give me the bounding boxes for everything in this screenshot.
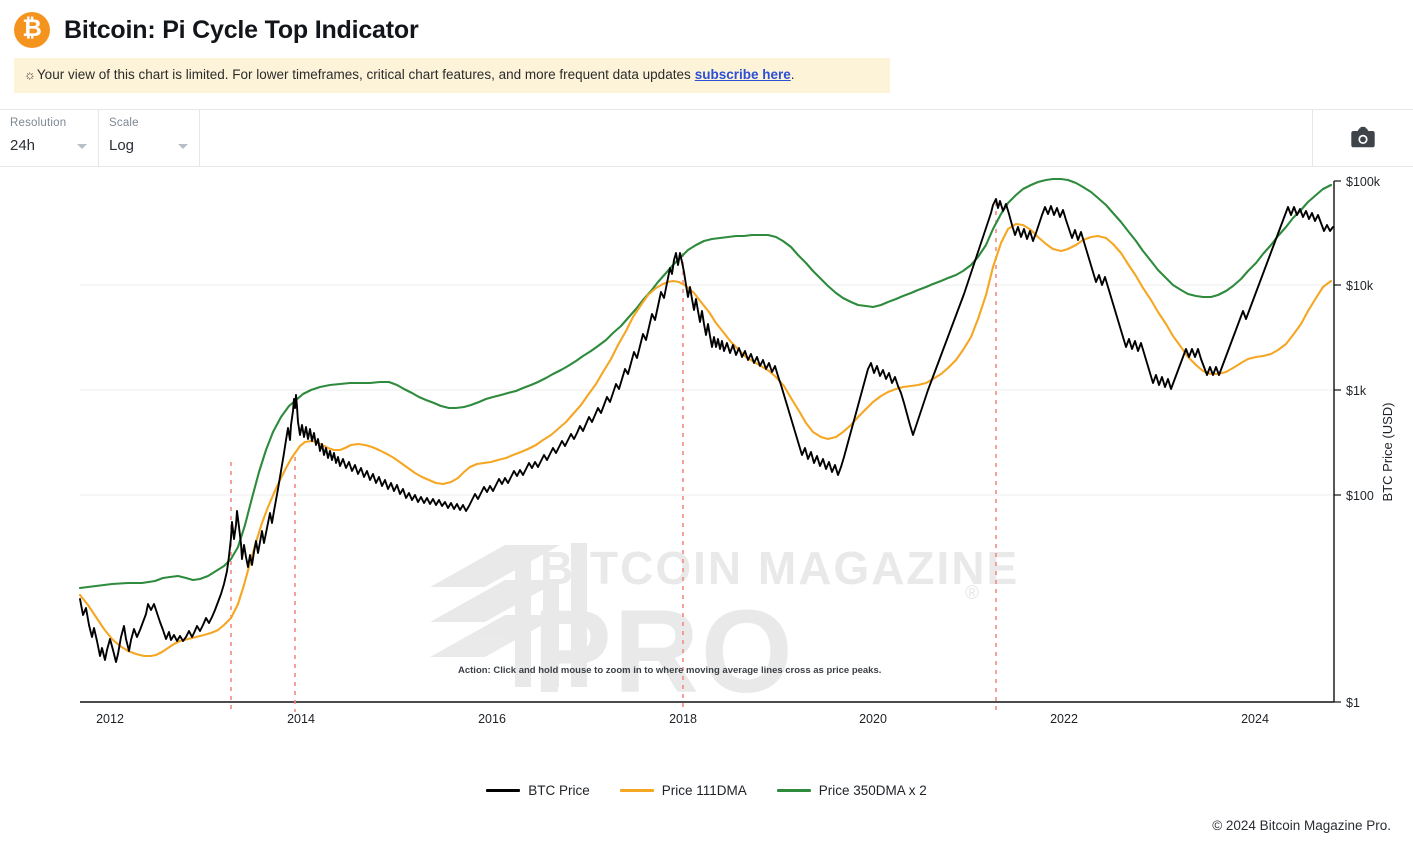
series-line-111dma [78,223,1333,658]
series-line-350dma-x2 [78,178,1333,590]
bitcoin-glyph: ₿ [22,15,42,42]
chart-legend: BTC Price Price 111DMA Price 350DMA x 2 [0,783,1413,798]
scale-select[interactable]: Scale Log [99,110,200,167]
resolution-select[interactable]: Resolution 24h [0,110,99,167]
x-tick-label: 2018 [669,712,697,726]
x-tick-label: 2014 [287,712,315,726]
legend-label: Price 111DMA [661,783,747,798]
bitcoin-icon: ₿ [14,12,50,48]
pi-cycle-cross-markers [230,202,997,713]
page-header: ₿ Bitcoin: Pi Cycle Top Indicator [0,0,1413,58]
y-tick-label: $10k [1346,279,1374,293]
y-tick-label: $100k [1346,175,1381,189]
x-tick-labels: 2012 2014 2016 2018 2020 2022 2024 [96,712,1269,726]
subscribe-here-link[interactable]: subscribe here [694,67,791,82]
series-line-btc-price [79,198,1334,664]
resolution-value: 24h [10,137,36,155]
scale-label: Scale [109,117,139,130]
scale-value: Log [109,137,135,155]
legend-item-111dma[interactable]: Price 111DMA [619,783,747,798]
legend-item-btc-price[interactable]: BTC Price [486,783,590,798]
chart-container[interactable]: BITCOIN MAGAZINE PRO ® $100k $10k $1k [0,167,1413,827]
price-chart[interactable]: $100k $10k $1k $100 $1 BTC Price (USD) 2… [0,167,1413,827]
legend-item-350dma-x2[interactable]: Price 350DMA x 2 [776,783,927,798]
chart-toolbar: Resolution 24h Scale Log [0,109,1413,168]
legend-swatch-350dma-x2 [776,789,811,792]
legend-label: Price 350DMA x 2 [818,783,927,798]
chevron-down-icon[interactable] [77,144,87,150]
x-tick-label: 2016 [478,712,506,726]
toolbar-actions [1313,110,1413,166]
action-note: Action: Click and hold mouse to zoom in … [458,665,881,676]
y-tick-label: $1k [1346,384,1367,398]
footer-copyright: © 2024 Bitcoin Magazine Pro. [1212,818,1391,833]
x-tick-label: 2024 [1241,712,1269,726]
legend-swatch-111dma [619,789,654,792]
banner-text-trailing: . [790,67,795,82]
x-tick-label: 2012 [96,712,124,726]
y-ticks [1334,180,1341,703]
y-axis-title: BTC Price (USD) [1380,403,1395,502]
legend-swatch-btc-price [486,789,521,792]
gridlines [80,284,1334,496]
legend-label: BTC Price [528,783,590,798]
limited-view-banner: ☼ Your view of this chart is limited. Fo… [14,58,890,94]
chevron-down-icon[interactable] [178,144,188,150]
y-tick-label: $100 [1346,489,1374,503]
sun-icon: ☼ [24,67,36,83]
resolution-label: Resolution [10,117,67,130]
page-title: Bitcoin: Pi Cycle Top Indicator [64,15,419,44]
x-tick-label: 2022 [1050,712,1078,726]
toolbar-spacer [200,110,1313,167]
camera-icon[interactable] [1349,126,1377,150]
x-tick-label: 2020 [859,712,887,726]
y-tick-labels: $100k $10k $1k $100 $1 [1346,175,1381,710]
banner-text: Your view of this chart is limited. For … [36,67,691,82]
y-tick-label: $1 [1346,696,1360,710]
